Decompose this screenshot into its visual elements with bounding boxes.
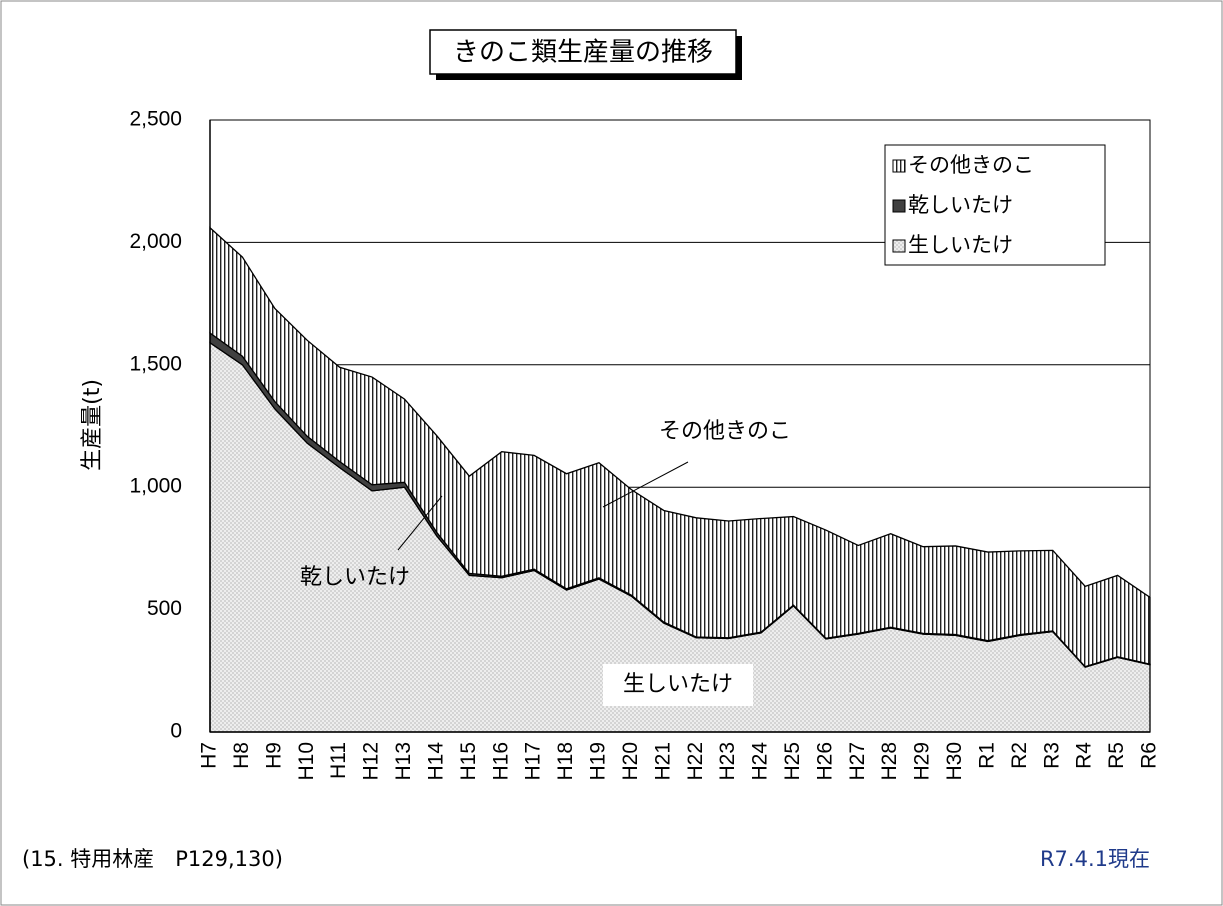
x-tick-label: H14 <box>424 742 447 781</box>
x-tick-label: H27 <box>846 742 869 781</box>
x-tick-label: R5 <box>1105 742 1128 769</box>
x-tick-label: H20 <box>619 742 642 781</box>
x-tick-label: H23 <box>716 742 739 781</box>
legend-swatch <box>893 160 905 172</box>
x-tick-label: H13 <box>392 742 415 781</box>
x-tick-label: H18 <box>554 742 577 781</box>
annotation: 乾しいたけ <box>300 565 410 590</box>
x-tick-label: H9 <box>262 742 285 769</box>
x-tick-label: R6 <box>1138 742 1161 769</box>
x-tick-label: H8 <box>230 742 253 769</box>
x-tick-label: H17 <box>522 742 545 781</box>
annotation: その他きのこ <box>659 419 791 444</box>
y-tick-label: 2,000 <box>129 230 182 253</box>
x-tick-label: R4 <box>1073 742 1096 769</box>
legend-swatch <box>893 240 905 252</box>
x-tick-label: H16 <box>489 742 512 781</box>
source-note: (15. 特用林産 P129,130) <box>22 847 283 871</box>
x-tick-label: R1 <box>975 742 998 769</box>
x-tick-label: H7 <box>198 742 221 769</box>
annotation: 生しいたけ <box>623 672 733 697</box>
x-tick-label: R2 <box>1008 742 1031 769</box>
chart: きのこ類生産量の推移 生産量(t) (15. 特用林産 P129,130) R7… <box>0 0 1223 906</box>
legend-label: 生しいたけ <box>908 233 1013 257</box>
y-axis-label: 生産量(t) <box>80 379 105 471</box>
y-tick-label: 1,500 <box>129 352 182 375</box>
x-tick-label: H21 <box>651 742 674 781</box>
x-tick-label: R3 <box>1040 742 1063 769</box>
chart-title: きのこ類生産量の推移 <box>453 38 713 68</box>
x-tick-label: H28 <box>878 742 901 781</box>
y-tick-label: 500 <box>147 597 182 620</box>
date-note: R7.4.1現在 <box>1040 847 1150 871</box>
y-tick-label: 2,500 <box>129 108 182 131</box>
x-tick-label: H25 <box>781 742 804 781</box>
x-tick-label: H11 <box>327 742 350 779</box>
x-tick-label: H29 <box>911 742 934 781</box>
x-tick-label: H10 <box>295 742 318 781</box>
x-tick-label: H30 <box>943 742 966 781</box>
x-tick-label: H12 <box>360 742 383 781</box>
x-tick-label: H24 <box>749 742 772 781</box>
legend-label: 乾しいたけ <box>908 193 1013 217</box>
x-tick-label: H22 <box>684 742 707 781</box>
x-tick-label: H15 <box>457 742 480 781</box>
x-tick-label: H26 <box>813 742 836 781</box>
legend-label: その他きのこ <box>908 153 1034 177</box>
legend-swatch <box>893 200 905 212</box>
y-tick-label: 0 <box>170 720 182 743</box>
y-tick-label: 1,000 <box>129 475 182 498</box>
x-tick-label: H19 <box>587 742 610 781</box>
